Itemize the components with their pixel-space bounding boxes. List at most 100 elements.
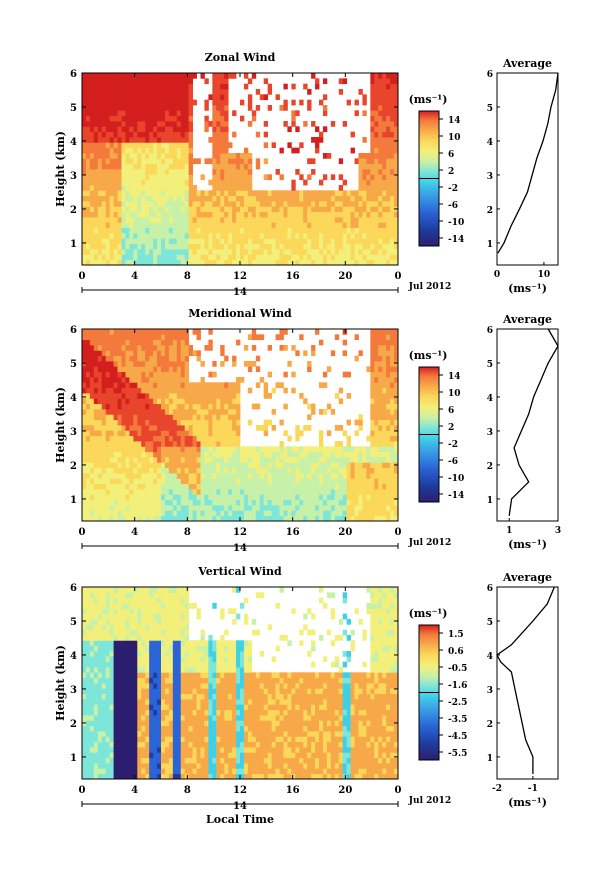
- heatmap-cell: [121, 73, 126, 79]
- heatmap-cell: [93, 142, 99, 149]
- heatmap-cell: [89, 83, 95, 90]
- heatmap-cell: [149, 233, 154, 239]
- heatmap-cell: [319, 190, 324, 197]
- heatmap-cell: [319, 238, 324, 245]
- heatmap-cell: [243, 233, 249, 239]
- heatmap-cell: [216, 489, 221, 495]
- heatmap-cell: [315, 489, 320, 495]
- heatmap-cell: [153, 158, 158, 165]
- heatmap-cell: [208, 190, 213, 197]
- heatmap-cell: [82, 731, 87, 737]
- heatmap-cell: [212, 137, 217, 143]
- heatmap-cell: [204, 494, 209, 501]
- heatmap-cell: [350, 473, 355, 479]
- heatmap-cell: [354, 110, 359, 117]
- heatmap-cell: [121, 635, 126, 641]
- heatmap-cell: [89, 473, 95, 479]
- heatmap-cell: [247, 158, 253, 165]
- heatmap-cell: [117, 467, 122, 474]
- avg-x-tick-label: 0: [494, 270, 500, 280]
- heatmap-cell: [97, 185, 103, 191]
- heatmap-cell: [212, 254, 217, 261]
- heatmap-cell: [97, 382, 103, 389]
- heatmap-cell: [358, 227, 363, 234]
- heatmap-cell: [85, 382, 91, 389]
- heatmap-cell: [113, 457, 118, 463]
- heatmap-cell: [303, 457, 308, 463]
- heatmap-cell: [247, 211, 253, 218]
- heatmap-cell: [287, 499, 292, 506]
- heatmap-cell: [184, 398, 190, 405]
- heatmap-cell: [180, 478, 186, 485]
- heatmap-cell: [117, 115, 122, 122]
- heatmap-cell: [196, 211, 201, 218]
- heatmap-cell: [208, 329, 213, 335]
- heatmap-cell: [93, 435, 99, 442]
- heatmap-cell: [386, 153, 391, 159]
- heatmap-cell: [85, 233, 91, 239]
- heatmap-cell: [149, 489, 154, 495]
- heatmap-cell: [113, 73, 118, 79]
- heatmap-cell: [342, 339, 348, 346]
- heatmap-cell: [137, 457, 142, 463]
- heatmap-cell: [236, 435, 241, 442]
- heatmap-cell: [168, 510, 174, 517]
- heatmap-cell: [204, 467, 209, 474]
- heatmap-cell: [85, 195, 91, 202]
- heatmap-cell: [216, 201, 221, 207]
- heatmap-cell: [204, 515, 209, 522]
- heatmap-cell: [303, 473, 308, 479]
- heatmap-cell: [315, 243, 320, 250]
- heatmap-cell: [113, 174, 118, 181]
- heatmap-cell: [161, 163, 166, 170]
- heatmap-cell: [394, 78, 399, 85]
- heatmap-cell: [279, 382, 284, 389]
- heatmap-cell: [247, 217, 253, 223]
- heatmap-cell: [342, 499, 348, 506]
- heatmap-cell: [176, 382, 182, 389]
- heatmap-cell: [93, 89, 99, 95]
- heatmap-cell: [366, 243, 371, 250]
- heatmap-cell: [224, 83, 229, 90]
- heatmap-cell: [295, 147, 300, 154]
- heatmap-cell: [157, 350, 162, 357]
- heatmap-cell: [85, 741, 91, 748]
- heatmap-cell: [109, 725, 114, 732]
- heatmap-cell: [196, 382, 201, 389]
- heatmap-cell: [196, 233, 201, 239]
- heatmap-cell: [133, 254, 138, 261]
- heatmap-cell: [153, 377, 158, 383]
- heatmap-cell: [161, 105, 166, 111]
- heatmap-cell: [394, 478, 399, 485]
- heatmap-cell: [192, 515, 197, 522]
- heatmap-cell: [133, 185, 138, 191]
- heatmap-cell: [172, 467, 178, 474]
- heatmap-cell: [97, 489, 103, 495]
- heatmap-cell: [394, 355, 399, 362]
- heatmap-cell: [176, 233, 182, 239]
- heatmap-cell: [117, 99, 122, 106]
- heatmap-cell: [390, 403, 395, 410]
- heatmap-cell: [319, 243, 324, 250]
- heatmap-cell: [188, 195, 193, 202]
- heatmap-cell: [133, 731, 138, 737]
- heatmap-cell: [89, 640, 95, 647]
- heatmap-cell: [121, 195, 126, 202]
- heatmap-cell: [394, 419, 399, 426]
- heatmap-cell: [330, 505, 336, 511]
- heatmap-cell: [85, 489, 91, 495]
- heatmap-cell: [101, 158, 107, 165]
- heatmap-cell: [82, 105, 87, 111]
- heatmap-cell: [374, 206, 379, 213]
- heatmap-cell: [315, 201, 320, 207]
- heatmap-cell: [283, 190, 288, 197]
- heatmap-cell: [101, 142, 107, 149]
- heatmap-cell: [157, 233, 162, 239]
- heatmap-cell: [145, 131, 150, 138]
- heatmap-cell: [157, 403, 162, 410]
- heatmap-cell: [192, 505, 197, 511]
- heatmap-cell: [93, 403, 99, 410]
- heatmap-cell: [228, 201, 233, 207]
- heatmap-cell: [212, 510, 217, 517]
- heatmap-cell: [346, 249, 351, 255]
